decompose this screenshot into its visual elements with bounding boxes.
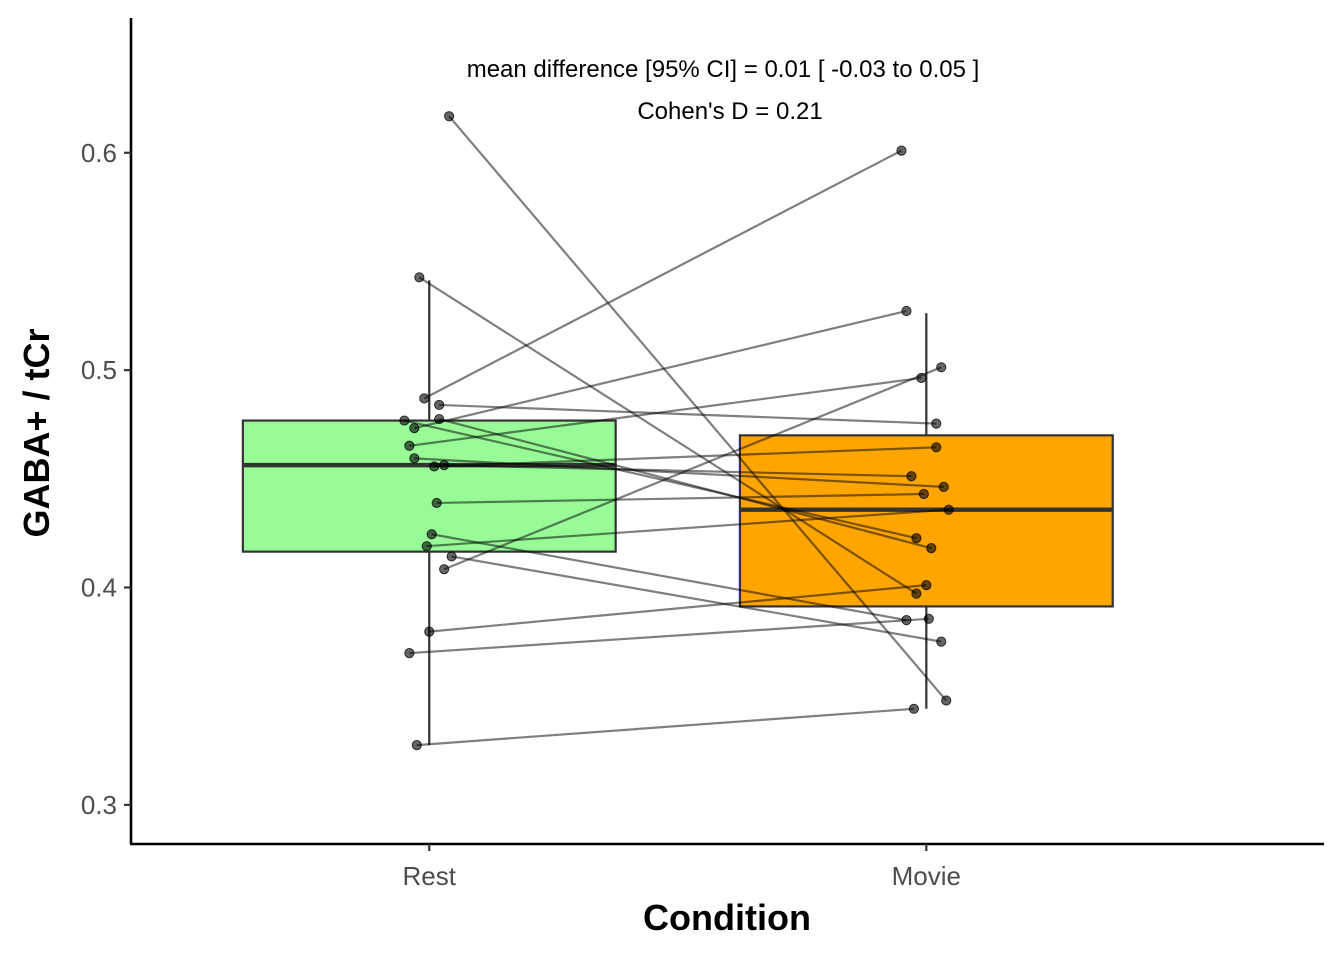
annotation-cohens-d: Cohen's D = 0.21 bbox=[637, 98, 822, 125]
pair-line-3 bbox=[439, 403, 937, 425]
y-tick-label: 0.5 bbox=[81, 355, 117, 385]
movie-point-18 bbox=[908, 703, 920, 714]
rest-point-6 bbox=[409, 423, 420, 434]
movie-point-4 bbox=[911, 533, 922, 544]
pair-line-15 bbox=[443, 366, 942, 571]
movie-point-14 bbox=[936, 636, 947, 647]
pair-line-18 bbox=[416, 707, 914, 747]
y-axis-ticks: 0.3 0.4 0.5 0.6 bbox=[81, 138, 131, 820]
movie-point-15 bbox=[936, 362, 947, 373]
movie-point-16 bbox=[921, 580, 932, 591]
rest-point-1 bbox=[414, 272, 425, 283]
x-tick-label-rest: Rest bbox=[403, 861, 457, 891]
rest-point-2 bbox=[419, 393, 430, 404]
pair-line-7 bbox=[409, 376, 922, 447]
pair-line-1 bbox=[418, 276, 917, 595]
movie-point-12 bbox=[901, 615, 912, 626]
rest-point-7 bbox=[404, 440, 415, 451]
pair-line-9 bbox=[434, 446, 937, 468]
y-tick-label: 0.3 bbox=[81, 790, 117, 820]
y-axis-title: GABA+ / tCr bbox=[16, 328, 57, 537]
x-axis-title: Condition bbox=[643, 897, 811, 938]
movie-point-10 bbox=[906, 471, 917, 482]
annotation-mean-difference: mean difference [95% CI] = 0.01 [ -0.03 … bbox=[467, 56, 980, 83]
rest-point-16 bbox=[424, 626, 435, 637]
pair-line-6 bbox=[414, 309, 907, 430]
pair-line-12 bbox=[431, 533, 907, 622]
movie-point-0 bbox=[941, 695, 952, 706]
pair-line-11 bbox=[436, 492, 924, 505]
rest-point-8 bbox=[409, 453, 420, 464]
rest-point-5 bbox=[434, 413, 445, 425]
rest-point-3 bbox=[434, 399, 445, 411]
pair-line-10 bbox=[444, 464, 912, 478]
rest-point-0 bbox=[444, 111, 455, 122]
points-layer bbox=[399, 111, 954, 751]
paired-lines-layer bbox=[404, 115, 949, 747]
pair-line-2 bbox=[423, 149, 902, 400]
movie-point-2 bbox=[896, 145, 907, 156]
movie-point-7 bbox=[916, 372, 927, 384]
movie-point-3 bbox=[931, 418, 942, 429]
rest-point-14 bbox=[446, 551, 457, 562]
rest-point-11 bbox=[431, 497, 442, 509]
movie-point-17 bbox=[923, 613, 934, 624]
pair-line-16 bbox=[429, 584, 927, 633]
pair-line-14 bbox=[451, 555, 942, 643]
rest-point-17 bbox=[404, 648, 415, 659]
rest-point-10 bbox=[439, 460, 450, 471]
rest-point-12 bbox=[426, 529, 437, 540]
movie-point-8 bbox=[938, 481, 949, 492]
movie-point-6 bbox=[901, 305, 912, 317]
rest-point-13 bbox=[421, 541, 432, 552]
x-axis-ticks: Rest Movie bbox=[403, 844, 961, 891]
x-tick-label-movie: Movie bbox=[892, 861, 961, 891]
y-tick-label: 0.6 bbox=[81, 138, 117, 168]
rest-point-9 bbox=[429, 461, 440, 472]
movie-point-5 bbox=[926, 543, 937, 554]
boxes-layer bbox=[241, 280, 1114, 746]
pair-line-5 bbox=[438, 417, 932, 550]
rest-point-18 bbox=[411, 739, 422, 751]
movie-point-13 bbox=[943, 504, 954, 515]
rest-point-15 bbox=[439, 564, 450, 575]
pair-line-17 bbox=[409, 617, 929, 655]
movie-point-11 bbox=[918, 488, 929, 500]
rest-point-4 bbox=[399, 415, 410, 426]
movie-point-9 bbox=[931, 442, 942, 453]
movie-point-1 bbox=[911, 588, 922, 599]
y-tick-label: 0.4 bbox=[81, 573, 117, 603]
